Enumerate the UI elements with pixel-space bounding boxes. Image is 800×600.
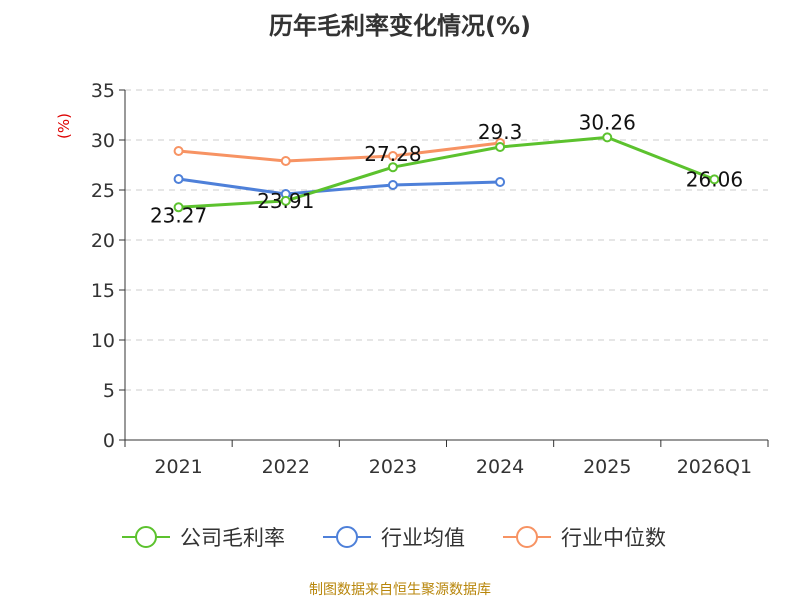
y-tick-label: 15: [91, 280, 115, 302]
series-line: [178, 141, 501, 163]
data-point[interactable]: [495, 177, 506, 187]
data-labels: 23.27 23.91 27.28 29.3 30.26 26.06: [150, 110, 743, 227]
data-point[interactable]: [387, 151, 398, 161]
source-note: 制图数据来自恒生聚源数据库: [309, 582, 491, 598]
y-tick-label: 0: [103, 430, 115, 452]
data-label: 26.06: [686, 167, 743, 191]
data-label: 29.3: [478, 120, 523, 144]
data-point[interactable]: [173, 174, 184, 184]
series-0: [173, 132, 720, 213]
legend[interactable]: 公司毛利率 行业均值 行业中位数: [122, 526, 666, 550]
series-1: [173, 174, 506, 199]
y-tick-label: 20: [91, 230, 115, 252]
data-point[interactable]: [173, 146, 184, 156]
data-label: 23.91: [257, 189, 314, 213]
legend-marker: [336, 526, 358, 548]
series-line: [178, 177, 501, 196]
x-tick-label: 2023: [369, 456, 417, 478]
data-label: 27.28: [364, 142, 421, 166]
data-point[interactable]: [173, 202, 184, 213]
legend-label: 行业均值: [381, 526, 465, 550]
y-tick-label: 5: [103, 380, 115, 402]
y-axis-label: (%): [55, 113, 73, 139]
grid-lines: [125, 89, 768, 391]
legend-item-0[interactable]: 公司毛利率: [122, 526, 285, 550]
y-tick-label: 35: [91, 80, 115, 102]
data-point[interactable]: [602, 132, 613, 143]
y-tick-label: 30: [91, 130, 115, 152]
legend-item-1[interactable]: 行业均值: [323, 526, 465, 550]
legend-label: 行业中位数: [561, 526, 666, 550]
x-tick-label: 2021: [154, 456, 202, 478]
data-label: 23.27: [150, 203, 207, 227]
y-tick-label: 10: [91, 330, 115, 352]
chart-title: 历年毛利率变化情况(%): [269, 12, 531, 40]
series-line: [178, 135, 715, 209]
legend-marker: [516, 526, 538, 548]
legend-item-2[interactable]: 行业中位数: [503, 526, 666, 550]
x-tick-label: 2022: [262, 456, 310, 478]
series-layer: [173, 132, 720, 213]
data-label: 30.26: [579, 110, 636, 134]
x-tick-label: 2024: [476, 456, 524, 478]
x-tick-label: 2026Q1: [677, 456, 752, 478]
legend-label: 公司毛利率: [180, 526, 285, 550]
legend-marker: [135, 526, 157, 548]
y-tick-label: 25: [91, 180, 115, 202]
data-point[interactable]: [280, 156, 291, 166]
data-point[interactable]: [280, 195, 291, 206]
x-tick-label: 2025: [583, 456, 631, 478]
data-point[interactable]: [387, 162, 398, 173]
data-point[interactable]: [709, 174, 720, 185]
series-2: [173, 138, 506, 166]
data-point[interactable]: [495, 142, 506, 152]
data-point[interactable]: [387, 180, 398, 190]
